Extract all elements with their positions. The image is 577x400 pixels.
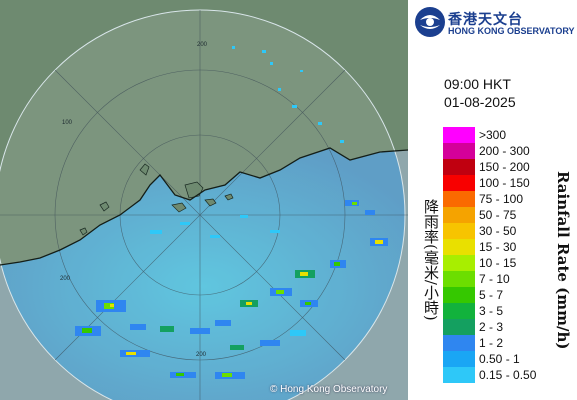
legend-swatch (443, 239, 475, 255)
legend-row: 2 - 3 (443, 319, 543, 335)
observation-date: 01-08-2025 (444, 94, 516, 110)
range-label-northwest: 100 (62, 120, 73, 126)
legend-row: 5 - 7 (443, 287, 543, 303)
legend-row: 150 - 200 (443, 159, 543, 175)
legend-range-label: 3 - 5 (479, 304, 504, 318)
legend-row: 100 - 150 (443, 175, 543, 191)
legend-title-en: Rainfall Rate (mm/h) (554, 170, 572, 350)
legend-range-label: 200 - 300 (479, 144, 530, 158)
legend-swatch (443, 175, 475, 191)
legend-row: 0.15 - 0.50 (443, 367, 543, 383)
legend-row: 1 - 2 (443, 335, 543, 351)
observation-time: 09:00 HKT (444, 76, 511, 92)
legend-range-label: 2 - 3 (479, 320, 504, 334)
legend-swatch (443, 223, 475, 239)
legend-row: 7 - 10 (443, 271, 543, 287)
legend-range-label: 5 - 7 (479, 288, 504, 302)
legend-range-label: 0.50 - 1 (479, 352, 520, 366)
legend-title-zh: 降雨率(毫米/小時) (422, 199, 440, 321)
legend-row: 15 - 30 (443, 239, 543, 255)
legend-row: 30 - 50 (443, 223, 543, 239)
legend-row: 0.50 - 1 (443, 351, 543, 367)
legend-row: 3 - 5 (443, 303, 543, 319)
legend-range-label: 1 - 2 (479, 336, 504, 350)
range-label-west: 200 (60, 276, 71, 282)
legend-swatch (443, 271, 475, 287)
legend-range-label: 100 - 150 (479, 176, 530, 190)
legend-range-label: 0.15 - 0.50 (479, 368, 537, 382)
radar-map-canvas: 200 100 200 200 (0, 0, 408, 400)
legend-swatch (443, 127, 475, 143)
coastline (0, 147, 408, 266)
range-label-north: 200 (197, 42, 208, 48)
legend-range-label: >300 (479, 128, 507, 142)
legend-swatch (443, 143, 475, 159)
legend-row: >300 (443, 127, 543, 143)
legend-range-label: 7 - 10 (479, 272, 510, 286)
hko-logo-icon (415, 7, 445, 37)
legend-range-label: 15 - 30 (479, 240, 517, 254)
legend-swatch (443, 159, 475, 175)
legend-range-label: 30 - 50 (479, 224, 517, 238)
copyright-text: © Hong Kong Observatory (270, 384, 388, 395)
legend-row: 75 - 100 (443, 191, 543, 207)
org-name-en: HONG KONG OBSERVATORY (448, 26, 575, 36)
range-label-south: 200 (196, 352, 207, 358)
legend-range-label: 50 - 75 (479, 208, 517, 222)
legend-swatch (443, 207, 475, 223)
legend-range-label: 75 - 100 (479, 192, 524, 206)
rainfall-legend: >300 200 - 300 150 - 200 100 - 150 75 - 100 5… (443, 127, 543, 383)
legend-range-label: 150 - 200 (479, 160, 530, 174)
rain-echoes-sea (75, 200, 388, 379)
range-rings (0, 10, 408, 400)
legend-swatch (443, 351, 475, 367)
legend-row: 200 - 300 (443, 143, 543, 159)
legend-swatch (443, 303, 475, 319)
legend-swatch (443, 255, 475, 271)
legend-row: 10 - 15 (443, 255, 543, 271)
observatory-logo[interactable]: 香港天文台 HONG KONG OBSERVATORY (414, 6, 576, 40)
legend-swatch (443, 335, 475, 351)
org-name-zh: 香港天文台 (448, 12, 523, 28)
legend-panel: 香港天文台 HONG KONG OBSERVATORY 09:00 HKT 01… (408, 0, 577, 400)
legend-row: 50 - 75 (443, 207, 543, 223)
radar-map[interactable]: 200 100 200 200 © Hong Kong Observatory (0, 0, 408, 400)
land-area (0, 0, 408, 265)
legend-swatch (443, 287, 475, 303)
legend-swatch (443, 191, 475, 207)
sea-area (0, 148, 405, 400)
legend-swatch (443, 319, 475, 335)
rain-echoes-land (232, 46, 344, 143)
legend-swatch (443, 367, 475, 383)
legend-range-label: 10 - 15 (479, 256, 517, 270)
